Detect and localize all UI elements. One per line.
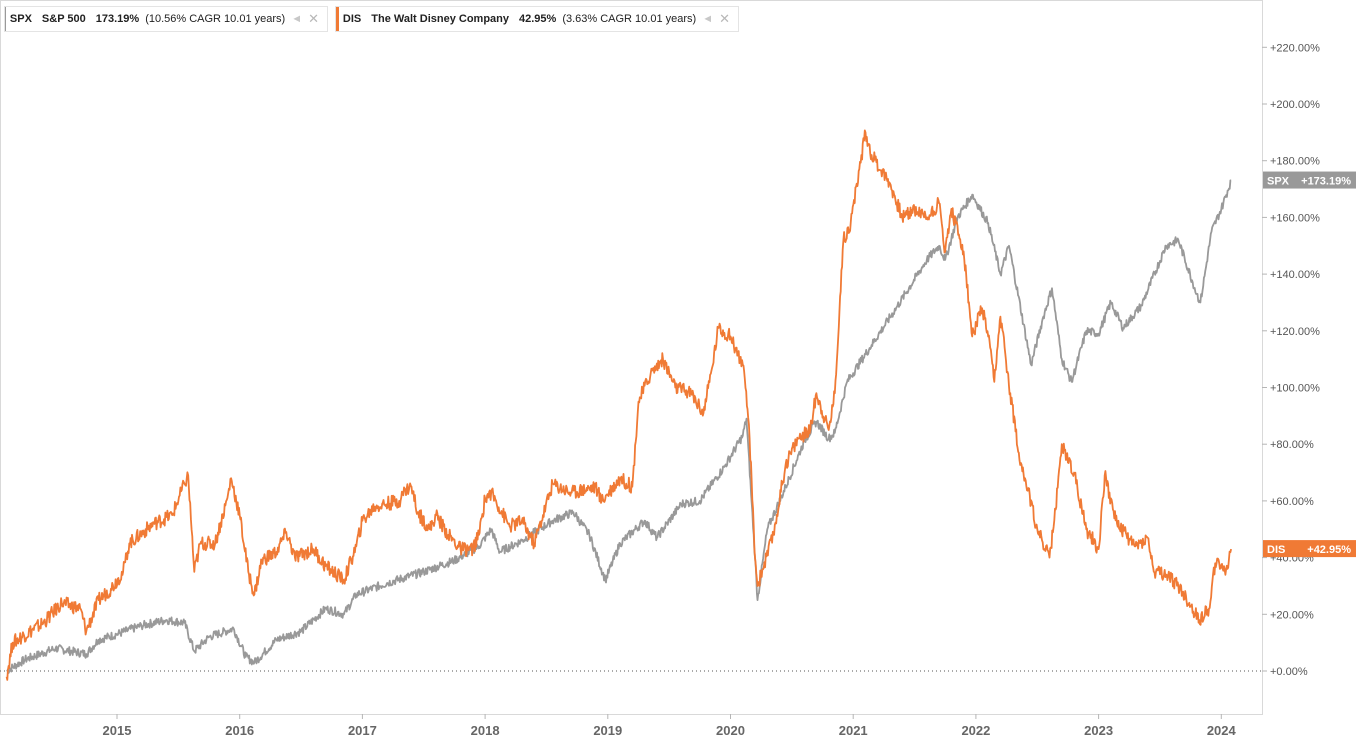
end-label-value: +42.95%: [1307, 544, 1351, 556]
grid-layer: [0, 0, 1263, 715]
legend-cagr: (10.56% CAGR 10.01 years): [145, 13, 286, 25]
legend-return: 173.19%: [95, 13, 140, 25]
legend-symbol: DIS: [342, 13, 362, 25]
legend-item-dis[interactable]: DIS The Walt Disney Company 42.95% (3.63…: [335, 6, 739, 32]
end-label-box: [1263, 171, 1356, 189]
legend-name: S&P 500: [41, 13, 86, 25]
y-tick-label: +80.00%: [1270, 439, 1314, 451]
end-label-symbol: DIS: [1267, 544, 1285, 556]
legend-color-swatch: [5, 7, 6, 31]
close-icon[interactable]: ✕: [719, 11, 730, 26]
legend-item-spx[interactable]: SPX S&P 500 173.19% (10.56% CAGR 10.01 y…: [4, 6, 328, 32]
y-tick-label: +160.00%: [1270, 212, 1320, 224]
end-label-box: [1263, 540, 1356, 558]
axis-layer: 2015 2016 2017 2018 2019 2020 2021 2022 2023 2024…: [103, 42, 1321, 738]
x-tick-label: 2023: [1084, 723, 1113, 738]
y-tick-label: +140.00%: [1270, 269, 1320, 281]
y-tick-label: +120.00%: [1270, 326, 1320, 338]
legend-color-swatch: [336, 7, 339, 31]
series-layer: [5, 129, 1232, 681]
end-label-value: +173.19%: [1301, 176, 1351, 188]
x-tick-label: 2022: [961, 723, 990, 738]
y-tick-label: +220.00%: [1270, 42, 1320, 54]
series-line-spx: [6, 179, 1232, 674]
y-tick-label: +180.00%: [1270, 156, 1320, 168]
y-tick-label: +200.00%: [1270, 99, 1320, 111]
legend-return: 42.95%: [519, 13, 557, 25]
y-tick-label: +0.00%: [1270, 666, 1308, 678]
x-tick-label: 2017: [348, 723, 377, 738]
megaphone-icon[interactable]: ◄: [702, 13, 714, 25]
x-tick-label: 2016: [225, 723, 254, 738]
y-tick-label: +100.00%: [1270, 383, 1320, 395]
y-tick-label: +20.00%: [1270, 609, 1314, 621]
x-tick-label: 2021: [839, 723, 868, 738]
end-label-symbol: SPX: [1267, 176, 1290, 188]
x-tick-label: 2019: [593, 723, 622, 738]
close-icon[interactable]: ✕: [308, 11, 319, 26]
x-tick-label: 2015: [103, 723, 132, 738]
x-tick-label: 2020: [716, 723, 745, 738]
legend-symbol: SPX: [9, 13, 32, 25]
plot-frame: [0, 0, 1263, 715]
x-tick-label: 2024: [1207, 723, 1237, 738]
x-tick-label: 2018: [471, 723, 500, 738]
y-tick-label: +60.00%: [1270, 496, 1314, 508]
megaphone-icon[interactable]: ◄: [291, 13, 303, 25]
label-layer: SPX +173.19% DIS +42.95%: [1263, 171, 1356, 558]
legend-cagr: (3.63% CAGR 10.01 years): [562, 13, 697, 25]
series-line-dis: [5, 129, 1232, 681]
legend-name: The Walt Disney Company: [371, 13, 509, 25]
